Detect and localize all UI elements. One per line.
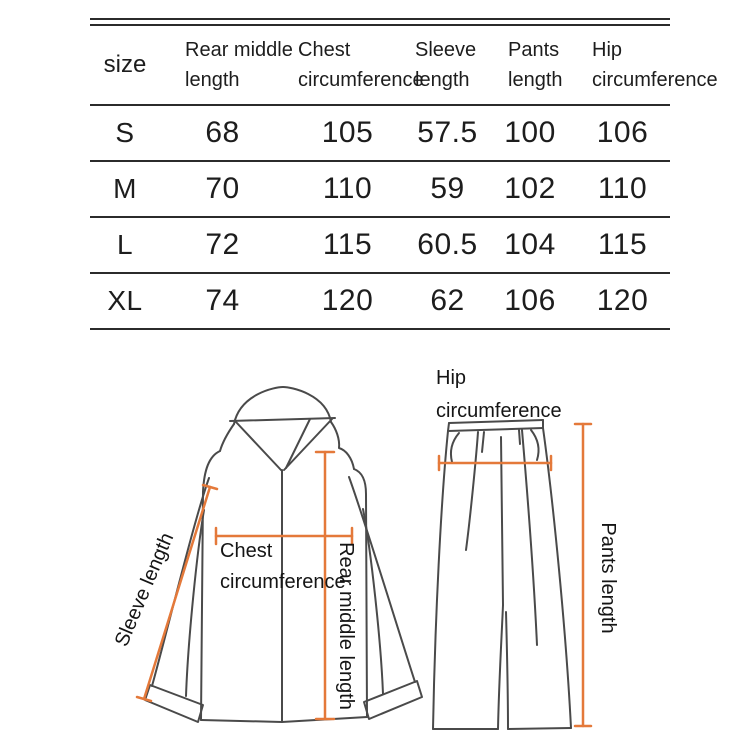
cell-sleeve: 60.5 bbox=[417, 228, 478, 261]
cell-size: L bbox=[116, 229, 134, 260]
rear-middle-length-label: Rear middle length bbox=[335, 542, 357, 710]
sleeve-length-tick-top bbox=[201, 483, 219, 491]
chest-label-line2: circumference bbox=[220, 571, 346, 593]
sleeve-right-outer bbox=[348, 476, 416, 683]
header-line: Rear middle bbox=[185, 39, 293, 61]
chest-label-line1: Chest bbox=[220, 540, 273, 562]
pants-length-label: Pants length bbox=[597, 522, 619, 633]
hood-dome bbox=[233, 386, 332, 425]
leg-right-outer bbox=[542, 427, 572, 729]
leg-left-outer bbox=[432, 430, 449, 730]
leg-left-inner bbox=[497, 604, 504, 730]
header-rear-middle-length: Rear middle length bbox=[160, 35, 293, 95]
header-line: Hip bbox=[592, 39, 623, 61]
measurement-lines bbox=[135, 422, 593, 728]
cell-chest: 120 bbox=[321, 284, 374, 317]
pocket-right bbox=[530, 429, 540, 461]
header-pants-length: Pants length bbox=[485, 35, 575, 95]
waistband-bottom bbox=[447, 427, 544, 432]
header-size: size bbox=[90, 50, 160, 80]
cell-chest: 105 bbox=[321, 116, 374, 149]
sleeve-right-inner bbox=[362, 508, 384, 695]
cell-rear: 68 bbox=[205, 116, 240, 149]
hip-label-line1: Hip bbox=[436, 367, 466, 389]
table-top-double-rule bbox=[90, 18, 670, 26]
hood-side-right bbox=[330, 421, 355, 470]
cell-sleeve: 59 bbox=[430, 172, 465, 205]
leg-right-hem bbox=[507, 727, 572, 730]
cell-rear: 70 bbox=[205, 172, 240, 205]
hip-label-line2: circumference bbox=[436, 400, 562, 422]
pants-drawing bbox=[432, 419, 572, 730]
cell-pants: 102 bbox=[504, 172, 556, 205]
cell-sleeve: 57.5 bbox=[417, 116, 478, 149]
cell-rear: 74 bbox=[205, 284, 240, 317]
waistband-top bbox=[448, 419, 544, 424]
table-header-row: size Rear middle length Chest circumfere… bbox=[90, 26, 718, 106]
body-left bbox=[200, 491, 204, 721]
cell-chest: 115 bbox=[322, 228, 373, 261]
pocket-left bbox=[449, 432, 460, 463]
sleeve-length-tick-bottom bbox=[135, 695, 153, 703]
hood-fold-left bbox=[235, 421, 282, 471]
header-line: Sleeve bbox=[415, 39, 477, 61]
cell-hip: 106 bbox=[596, 116, 649, 149]
table-row-l: L 72 115 60.5 104 115 bbox=[90, 218, 670, 274]
header-size-line: size bbox=[103, 51, 147, 78]
body-right bbox=[353, 468, 368, 718]
size-table: size Rear middle length Chest circumfere… bbox=[90, 18, 718, 330]
sleeve-left-inner bbox=[185, 509, 205, 697]
cell-pants: 100 bbox=[504, 116, 556, 149]
jacket-drawing bbox=[144, 386, 423, 723]
hood-brim bbox=[229, 417, 336, 422]
cell-chest: 110 bbox=[322, 172, 373, 205]
cell-hip: 120 bbox=[596, 284, 649, 317]
header-line: length bbox=[185, 69, 240, 91]
center-seam bbox=[500, 436, 504, 606]
sleeve-length-line bbox=[142, 485, 212, 701]
drawstring-long bbox=[465, 431, 479, 551]
hood-fold-right bbox=[283, 418, 333, 471]
table-row-xl: XL 74 120 62 106 120 bbox=[90, 274, 670, 330]
header-line: length bbox=[508, 69, 563, 91]
header-chest-circumference: Chest circumference bbox=[285, 35, 424, 95]
header-line: Chest bbox=[298, 39, 351, 61]
leg-right-inner bbox=[505, 611, 509, 730]
cell-rear: 72 bbox=[205, 228, 240, 261]
header-line: Pants bbox=[508, 39, 560, 61]
cell-sleeve: 62 bbox=[430, 284, 465, 317]
cuff-right bbox=[363, 680, 423, 720]
header-line: length bbox=[415, 69, 470, 91]
diagram-labels: Sleeve length Chest circumference Rear m… bbox=[111, 367, 619, 710]
cell-size: S bbox=[115, 117, 135, 148]
cell-size: XL bbox=[107, 285, 143, 316]
cell-pants: 106 bbox=[504, 284, 556, 317]
leg-right-crease bbox=[521, 429, 538, 646]
hood-fold-mid bbox=[285, 418, 311, 469]
drawstring-short bbox=[481, 431, 485, 453]
sleeve-length-label: Sleeve length bbox=[111, 530, 179, 650]
cell-hip: 115 bbox=[597, 228, 648, 261]
header-sleeve-length: Sleeve length bbox=[410, 35, 485, 95]
cuff-left bbox=[144, 684, 204, 723]
table-row-s: S 68 105 57.5 100 106 bbox=[90, 106, 670, 162]
belt-loop-right bbox=[518, 429, 521, 445]
cell-pants: 104 bbox=[504, 228, 556, 261]
hem bbox=[200, 716, 368, 723]
shoulder-left bbox=[202, 450, 221, 493]
waistband-left-end bbox=[447, 422, 450, 432]
header-line: circumference bbox=[298, 69, 424, 91]
cell-size: M bbox=[113, 173, 137, 204]
hood-side-left bbox=[219, 423, 235, 452]
cell-hip: 110 bbox=[597, 172, 648, 205]
table-row-m: M 70 110 59 102 110 bbox=[90, 162, 670, 218]
